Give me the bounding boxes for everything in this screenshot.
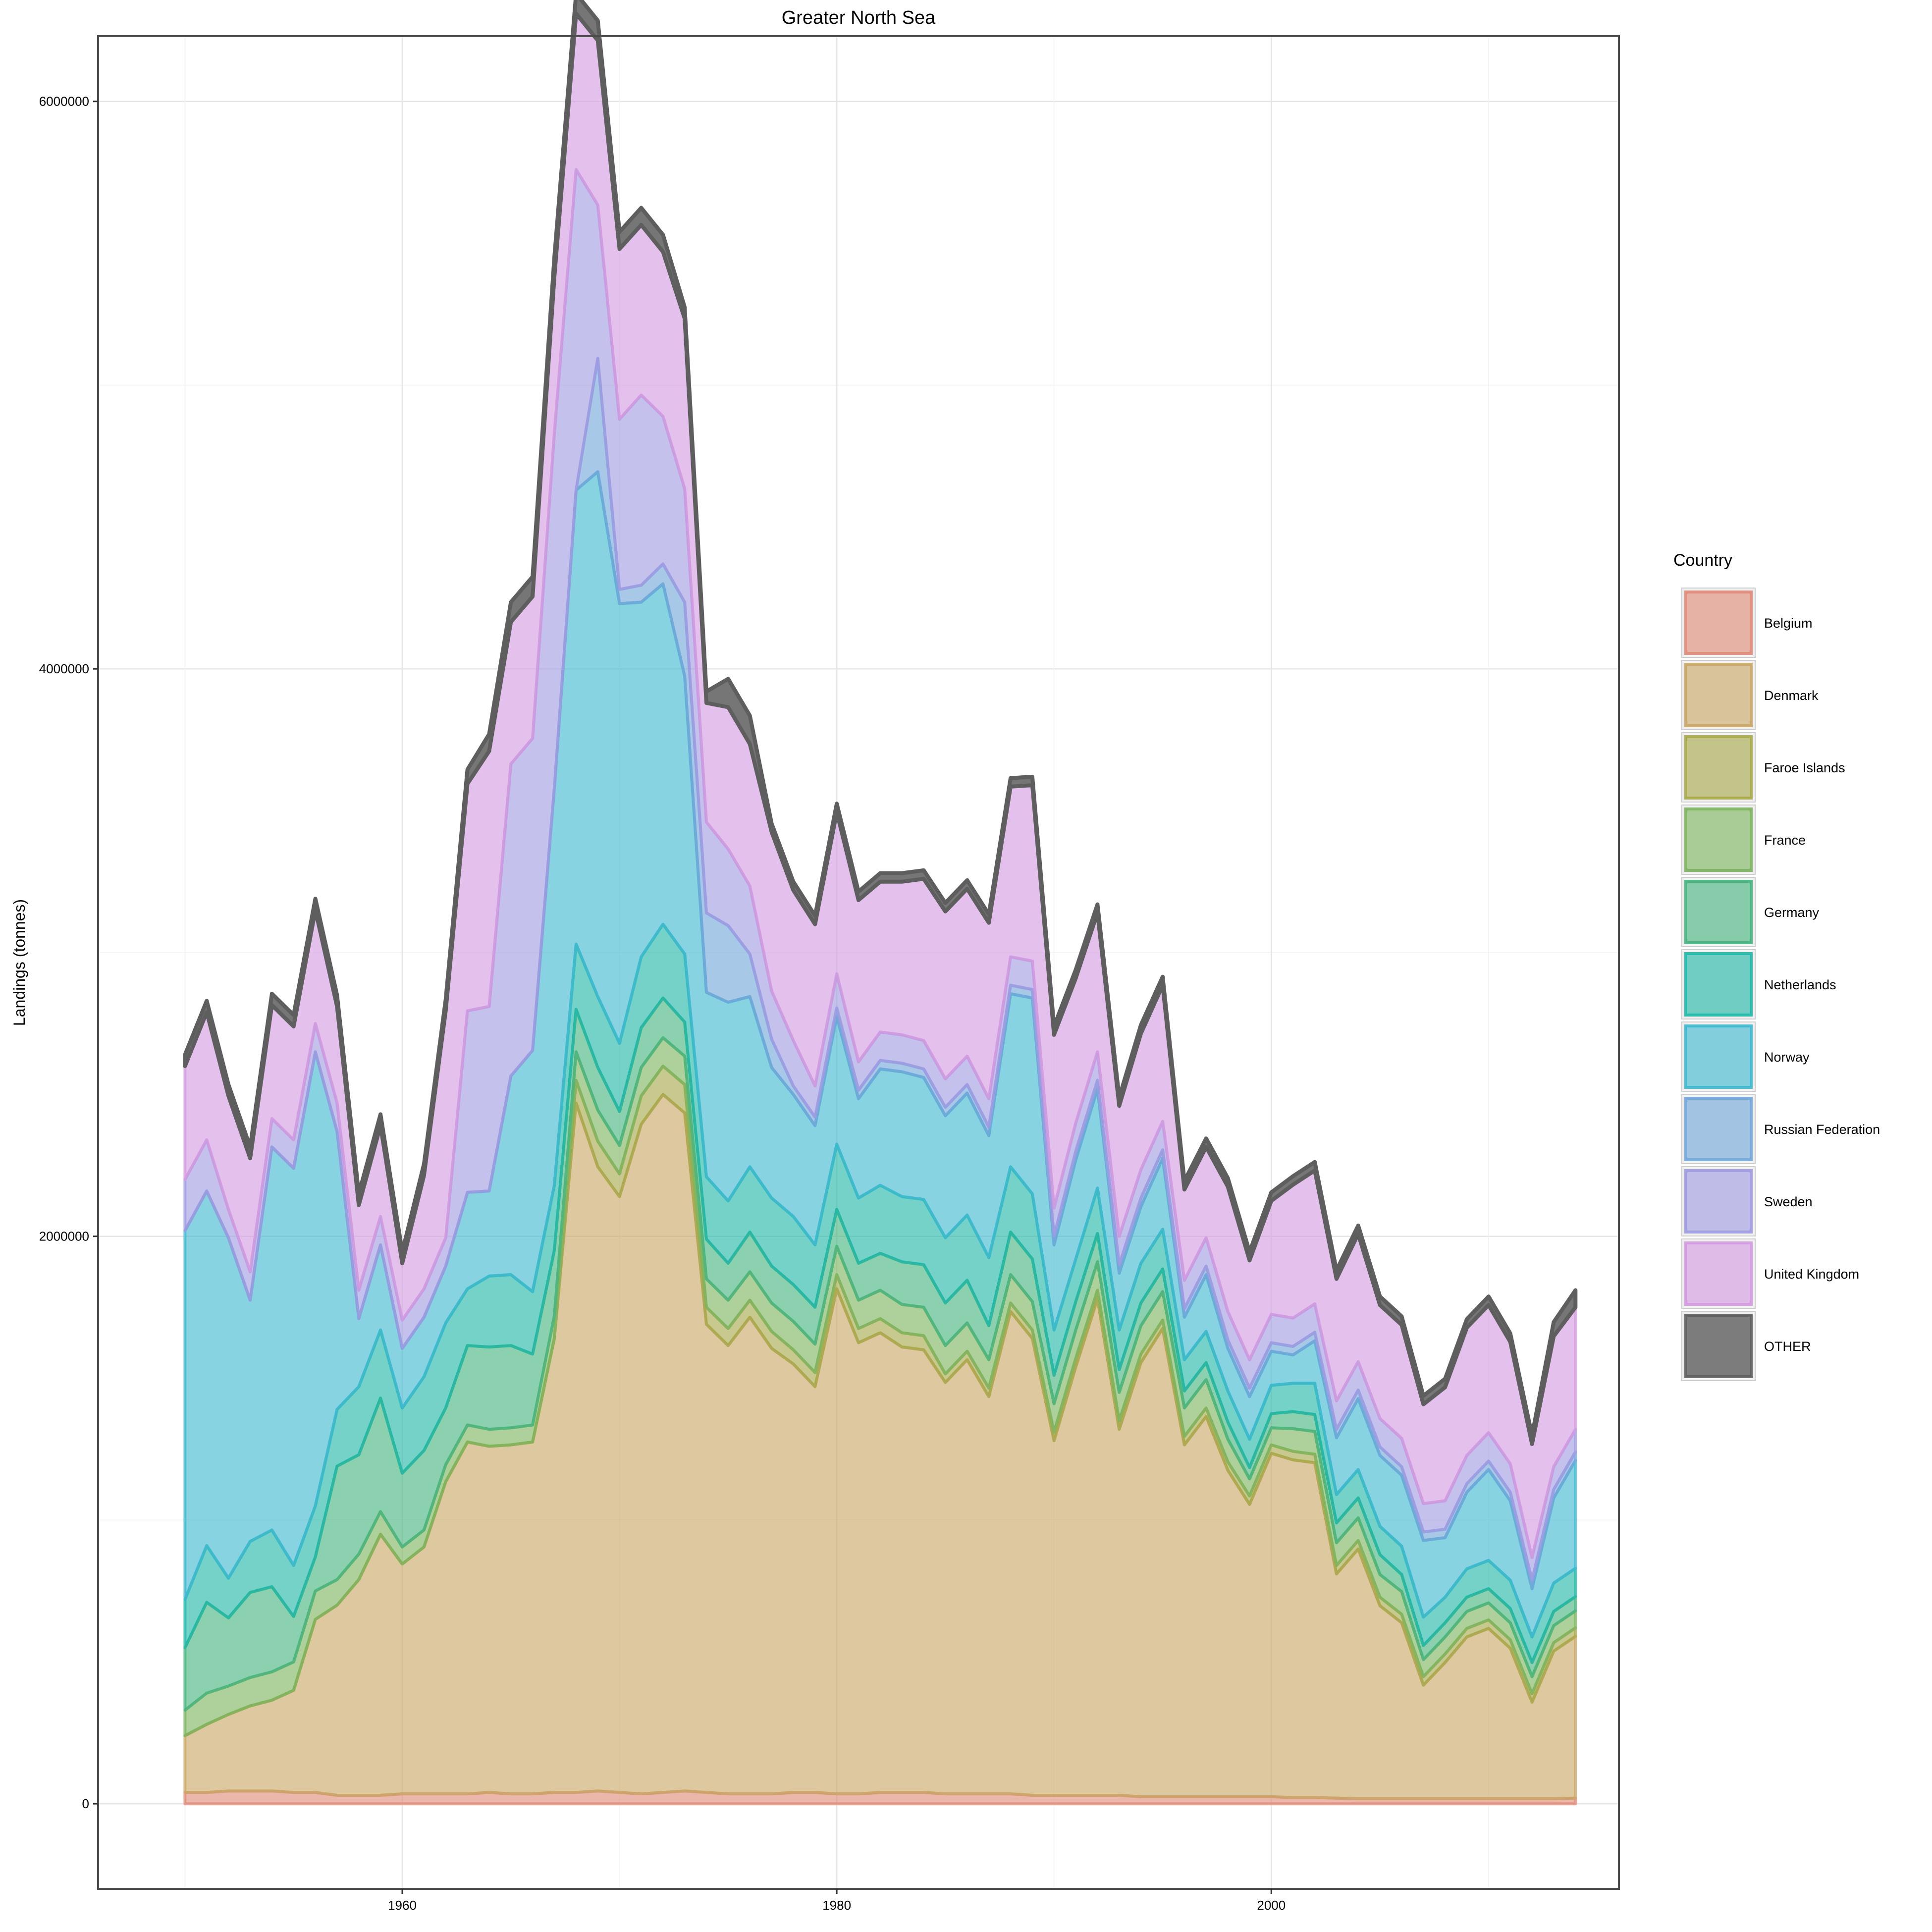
legend-swatch-germany xyxy=(1684,880,1753,944)
legend-swatch-sweden xyxy=(1684,1169,1753,1234)
y-tick-label: 0 xyxy=(82,1796,89,1811)
legend-title: Country xyxy=(1673,551,1732,570)
legend-swatch-netherlands xyxy=(1684,952,1753,1017)
legend-label-united-kingdom: United Kingdom xyxy=(1764,1267,1859,1282)
legend-label-netherlands: Netherlands xyxy=(1764,977,1836,992)
legend-swatch-other xyxy=(1684,1314,1753,1378)
legend-label-norway: Norway xyxy=(1764,1050,1810,1065)
x-tick-label: 1980 xyxy=(822,1898,851,1913)
x-tick-label: 1960 xyxy=(388,1898,417,1913)
legend-swatch-denmark xyxy=(1684,663,1753,727)
legend-swatch-norway xyxy=(1684,1024,1753,1089)
legend-label-denmark: Denmark xyxy=(1764,688,1819,703)
legend-label-russian-federation: Russian Federation xyxy=(1764,1122,1880,1137)
y-tick-label: 4000000 xyxy=(39,661,89,676)
legend-label-other: OTHER xyxy=(1764,1339,1811,1354)
legend-label-sweden: Sweden xyxy=(1764,1194,1813,1209)
y-tick-label: 2000000 xyxy=(39,1229,89,1244)
legend: Country Belgium Denmark Faroe Islands Franc… xyxy=(1673,551,1880,1381)
legend-swatch-russian-federation xyxy=(1684,1097,1753,1161)
chart-title: Greater North Sea xyxy=(782,7,936,28)
x-tick-label: 2000 xyxy=(1257,1898,1286,1913)
area-other xyxy=(183,0,1578,1446)
plot-panel-border xyxy=(97,35,1620,1890)
legend-label-germany: Germany xyxy=(1764,905,1820,920)
legend-swatch-faroe-islands xyxy=(1684,735,1753,800)
legend-label-faroe-islands: Faroe Islands xyxy=(1764,760,1845,775)
legend-swatch-united-kingdom xyxy=(1684,1241,1753,1306)
legend-label-belgium: Belgium xyxy=(1764,616,1813,631)
y-axis-label: Landings (tonnes) xyxy=(10,899,28,1026)
legend-label-france: France xyxy=(1764,833,1806,848)
area-series-group xyxy=(183,0,1578,1806)
y-tick-label: 6000000 xyxy=(39,94,89,109)
legend-swatch-france xyxy=(1684,807,1753,872)
axes: 0 2000000 4000000 6000000 1960 1980 2000 xyxy=(39,94,1286,1913)
legend-swatch-belgium xyxy=(1684,590,1753,655)
legend-items: Belgium Denmark Faroe Islands France Germany… xyxy=(1681,588,1880,1381)
